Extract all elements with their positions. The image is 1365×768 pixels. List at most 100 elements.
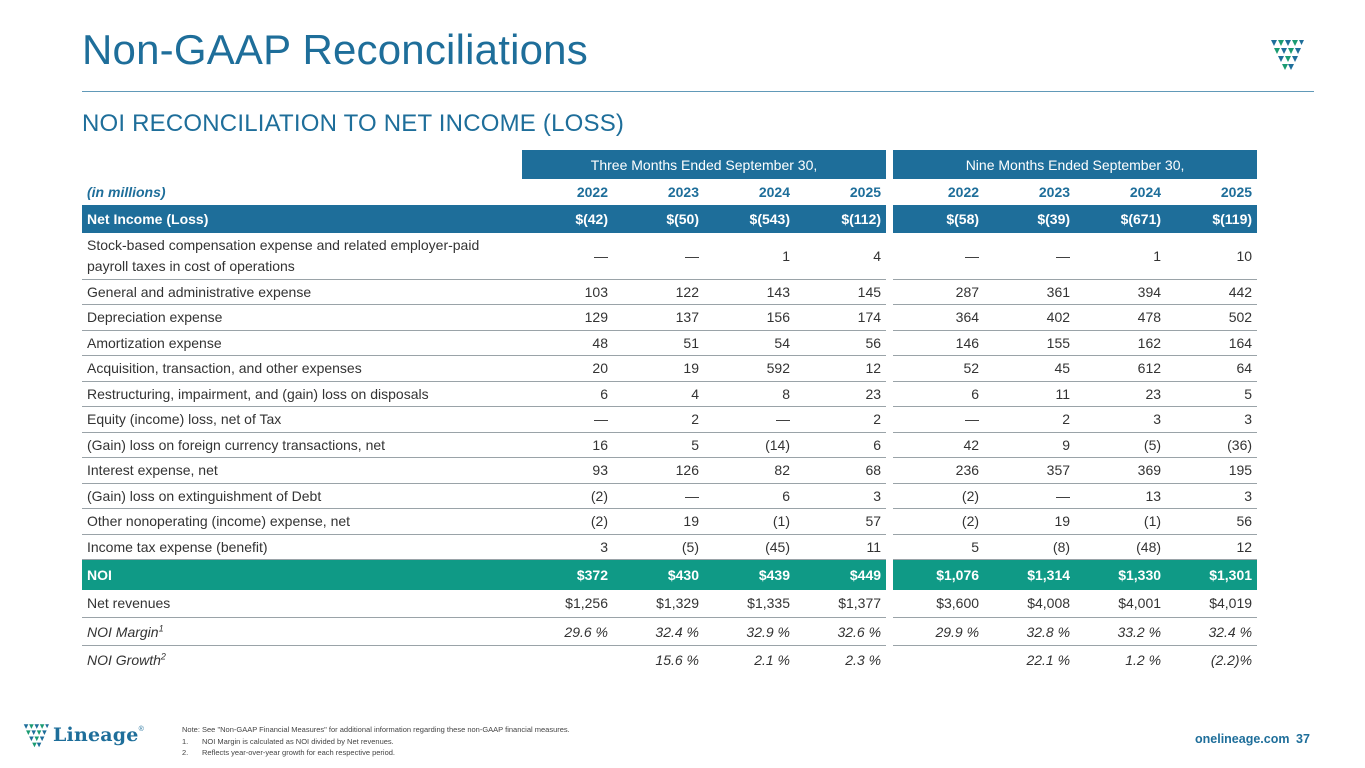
- lineage-logo: Lineage ®: [22, 722, 144, 748]
- unit-label: (in millions): [87, 184, 166, 200]
- value-cell: [522, 646, 613, 674]
- value-cell: 33.2 %: [1075, 617, 1167, 646]
- value-cell: 287: [893, 279, 985, 305]
- value-cell: $439: [704, 559, 795, 590]
- value-cell: (2): [893, 483, 985, 509]
- value-cell: (1): [1075, 508, 1167, 535]
- footnote-1: 1. NOI Margin is calculated as NOI divid…: [182, 736, 394, 746]
- value-cell: —: [613, 483, 704, 509]
- value-cell: 155: [984, 330, 1076, 356]
- table-row: Income tax expense (benefit) 3 (5) (45) 11 5(…: [82, 534, 1258, 560]
- value-cell: 592: [704, 355, 795, 382]
- value-cell: 93: [522, 457, 613, 484]
- value-cell: (36): [1166, 432, 1258, 458]
- noi-margin-row: NOI Margin1 29.6 % 32.4 % 32.9 % 32.6 % 29.9 …: [82, 617, 1258, 646]
- value-cell: 236: [893, 457, 985, 484]
- value-cell: 369: [1075, 457, 1167, 484]
- value-cell: 23: [1075, 381, 1167, 407]
- brand-wordmark: Lineage: [53, 724, 139, 746]
- row-label: NOI: [82, 559, 522, 590]
- footnotes: Note: See "Non-GAAP Financial Measures" …: [182, 724, 570, 759]
- value-cell: 32.4 %: [1166, 617, 1258, 646]
- value-cell: 1: [704, 233, 795, 280]
- lineage-logo-icon: [23, 724, 49, 748]
- lineage-mark-icon: [1271, 40, 1304, 70]
- row-label: Amortization expense: [82, 330, 522, 356]
- year-header: 2022: [576, 184, 608, 200]
- value-cell: 143: [704, 279, 795, 305]
- value-cell: 129: [522, 304, 613, 331]
- value-cell: 164: [1166, 330, 1258, 356]
- footnote-ref: 2: [160, 651, 166, 662]
- table-row: Interest expense, net 93 126 82 68 236 357 369 1…: [82, 457, 1258, 484]
- value-cell: $1,301: [1166, 559, 1258, 590]
- value-cell: 6: [893, 381, 985, 407]
- year-header: 2022: [947, 184, 980, 200]
- value-cell: 195: [1166, 457, 1258, 484]
- value-cell: $1,256: [522, 589, 613, 618]
- value-cell: 54: [704, 330, 795, 356]
- year-header: 2025: [849, 184, 882, 200]
- page-title: Non-GAAP Reconciliations: [82, 26, 588, 73]
- row-label: Equity (income) loss, net of Tax: [82, 406, 522, 433]
- value-cell: 56: [1166, 508, 1258, 535]
- value-cell: 68: [795, 457, 887, 484]
- row-label: Restructuring, impairment, and (gain) lo…: [82, 381, 522, 407]
- value-cell: —: [522, 406, 613, 433]
- value-cell: 29.6 %: [522, 617, 613, 646]
- value-cell: $1,377: [795, 589, 887, 618]
- value-cell: 364: [893, 304, 985, 331]
- row-label: General and administrative expense: [82, 279, 522, 305]
- value-cell: (2.2)%: [1210, 651, 1253, 668]
- value-cell: 51: [613, 330, 704, 356]
- value-cell: 126: [613, 457, 704, 484]
- value-cell: $(58): [893, 205, 985, 233]
- value-cell: 6: [795, 432, 887, 458]
- value-cell: 2.1 %: [754, 651, 790, 668]
- value-cell: 5: [1166, 381, 1258, 407]
- registered-mark: ®: [138, 726, 144, 733]
- value-cell: $(50): [613, 205, 704, 233]
- value-cell: 394: [1075, 279, 1167, 305]
- value-cell: $1,076: [893, 559, 985, 590]
- website-link[interactable]: onelineage.com: [1195, 732, 1290, 746]
- value-cell: $3,600: [893, 589, 985, 618]
- value-cell: $449: [795, 559, 887, 590]
- value-cell: —: [893, 233, 985, 280]
- value-cell: 19: [613, 508, 704, 535]
- value-cell: 6: [522, 381, 613, 407]
- value-cell: 502: [1166, 304, 1258, 331]
- table-row: Amortization expense 48 51 54 56 146 155 162 164: [82, 330, 1258, 356]
- table-row: (Gain) loss on foreign currency transact…: [82, 432, 1258, 458]
- value-cell: $4,019: [1166, 589, 1258, 618]
- value-cell: 82: [704, 457, 795, 484]
- value-cell: 12: [795, 355, 887, 382]
- value-cell: 13: [1075, 483, 1167, 509]
- value-cell: (2): [522, 483, 613, 509]
- row-label: Stock-based compensation expense and rel…: [82, 233, 522, 280]
- value-cell: 42: [893, 432, 985, 458]
- value-cell: 5: [613, 432, 704, 458]
- value-cell: 57: [795, 508, 887, 535]
- value-cell: 4: [613, 381, 704, 407]
- row-label: Net revenues: [82, 589, 522, 618]
- value-cell: —: [984, 233, 1076, 280]
- value-cell: 15.6 %: [655, 651, 699, 668]
- value-cell: (45): [704, 534, 795, 560]
- value-cell: 52: [893, 355, 985, 382]
- value-cell: 162: [1075, 330, 1167, 356]
- table-row: Restructuring, impairment, and (gain) lo…: [82, 381, 1258, 407]
- value-cell: —: [522, 233, 613, 280]
- net-revenues-row: Net revenues $1,256 $1,329 $1,335 $1,377 $3,6…: [82, 589, 1258, 618]
- year-header: 2024: [1129, 184, 1162, 200]
- value-cell: $4,008: [984, 589, 1076, 618]
- value-cell: 2.3 %: [845, 651, 882, 668]
- value-cell: $(543): [704, 205, 795, 233]
- value-cell: $(119): [1166, 205, 1258, 233]
- value-cell: 361: [984, 279, 1076, 305]
- value-cell: 19: [984, 508, 1076, 535]
- value-cell: 357: [984, 457, 1076, 484]
- value-cell: 11: [795, 534, 887, 560]
- table-row: (Gain) loss on extinguishment of Debt (2)…: [82, 483, 1258, 509]
- row-label: Income tax expense (benefit): [82, 534, 522, 560]
